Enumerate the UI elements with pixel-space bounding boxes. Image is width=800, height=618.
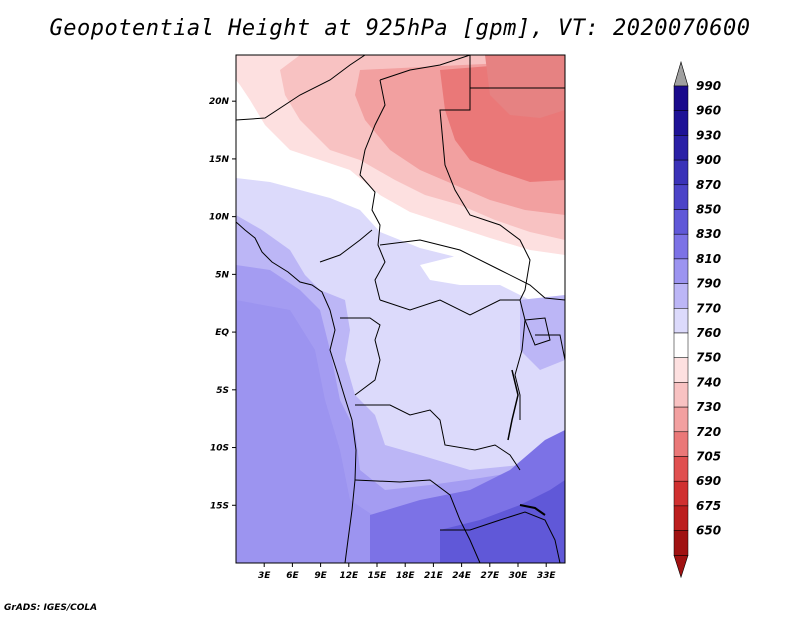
- field-east-highlands: [520, 295, 565, 370]
- border-drc-angola: [355, 404, 521, 471]
- colorbar-swatch: [673, 480, 689, 507]
- colorbar-swatch: [673, 308, 689, 334]
- colorbar-swatch: [673, 431, 689, 457]
- colorbar-label: 810: [696, 252, 721, 266]
- colorbar-label: 830: [696, 227, 721, 241]
- lon-tick-label: 18E: [396, 571, 416, 581]
- field-720-core: [485, 55, 565, 118]
- border-chad-niger: [359, 79, 386, 301]
- lon-tick-label: 6E: [286, 571, 299, 581]
- lon-tick-label: 15E: [368, 571, 388, 581]
- field-810-830-south: [236, 300, 565, 563]
- colorbar-swatch: [673, 530, 689, 556]
- lat-axis: 20N 15N 10N 5N EQ 5S 10S 15S: [209, 97, 236, 511]
- colorbar-label: 705: [696, 450, 721, 464]
- lat-tick-label: 10S: [210, 444, 229, 454]
- colorbar-label: 770: [696, 301, 721, 315]
- lon-axis: 3E 6E 9E 12E 15E 18E 21E 24E 27E 30E 33E: [258, 563, 556, 581]
- border-sudan: [439, 55, 531, 301]
- colorbar-swatch: [673, 233, 689, 260]
- border-car-south: [379, 239, 565, 301]
- map-title: Geopotential Height at 925hPa [gpm], VT:…: [49, 16, 751, 41]
- colorbar-swatch: [673, 406, 689, 433]
- colorbar-bottom-arrow: [673, 554, 689, 579]
- border-drc-north-east: [379, 299, 526, 420]
- colorbar-label: 870: [696, 178, 721, 192]
- colorbar-swatch: [673, 456, 689, 482]
- border-libya: [379, 55, 471, 81]
- border-zambia-zimbabwe: [440, 511, 561, 563]
- colorbar-top-arrow: [673, 60, 689, 87]
- lon-tick-label: 3E: [258, 571, 271, 581]
- lon-tick-label: 9E: [314, 571, 327, 581]
- border-angola-zambia: [354, 479, 481, 563]
- colorbar-swatch: [673, 258, 689, 284]
- lat-tick-label: 5S: [216, 386, 229, 396]
- colorbar-label: 720: [696, 425, 721, 439]
- colorbar-label: 850: [696, 203, 721, 217]
- colorbar-label: 960: [696, 104, 721, 118]
- lat-tick-label: 15S: [210, 501, 229, 511]
- lat-tick-label: 5N: [215, 270, 229, 280]
- colorbar-swatch: [673, 85, 689, 111]
- lon-tick-label: 24E: [452, 571, 472, 581]
- coastline: [236, 221, 357, 563]
- colorbar-swatch: [673, 357, 689, 383]
- colorbar-label: 730: [696, 400, 721, 414]
- lat-tick-label: EQ: [215, 328, 229, 338]
- colorbar-label: 675: [696, 499, 721, 513]
- lat-tick-label: 10N: [209, 213, 230, 223]
- boundaries: [236, 55, 565, 563]
- lon-tick-label: 12E: [339, 571, 359, 581]
- colorbar-swatch: [673, 505, 689, 531]
- colorbar-swatch: [673, 159, 689, 186]
- colorbar-label: 740: [696, 375, 721, 389]
- colorbar-swatch: [673, 110, 689, 136]
- lat-tick-label: 20N: [209, 97, 230, 107]
- map-frame: [235, 54, 566, 564]
- colorbar-label: 750: [696, 351, 721, 365]
- colorbar-label: 900: [696, 153, 721, 167]
- colorbar-swatch: [673, 209, 689, 235]
- lake-victoria: [524, 317, 551, 346]
- colorbar-label: 990: [696, 79, 721, 93]
- lon-tick-label: 21E: [424, 571, 444, 581]
- colorbar-label: 650: [696, 524, 721, 538]
- height-field: [236, 55, 565, 563]
- lake-tanganyika: [507, 369, 519, 441]
- colorbar-swatch: [673, 184, 689, 210]
- colorbar-label: 930: [696, 128, 721, 142]
- colorbar-swatch: [673, 332, 689, 358]
- border-nigeria-cameroon: [319, 229, 373, 263]
- colorbar-swatch: [673, 382, 689, 408]
- colorbar: 990 960 930 900 870 850 830 810 790 770 760 750 740 7…: [673, 60, 721, 579]
- colorbar-swatch: [673, 135, 689, 161]
- lake-kariba: [519, 504, 546, 516]
- border-nw: [236, 55, 366, 121]
- colorbar-label: 760: [696, 326, 721, 340]
- lat-tick-label: 15N: [209, 155, 230, 165]
- lon-tick-label: 27E: [480, 571, 500, 581]
- border-gabon-congo: [340, 317, 381, 396]
- lon-tick-label: 30E: [509, 571, 529, 581]
- colorbar-swatch: [673, 283, 689, 309]
- colorbar-label: 790: [696, 277, 721, 291]
- colorbar-label: 690: [696, 474, 721, 488]
- border-kenya: [535, 334, 565, 361]
- grads-credit: GrADS: IGES/COLA: [4, 603, 98, 613]
- lon-tick-label: 33E: [537, 571, 557, 581]
